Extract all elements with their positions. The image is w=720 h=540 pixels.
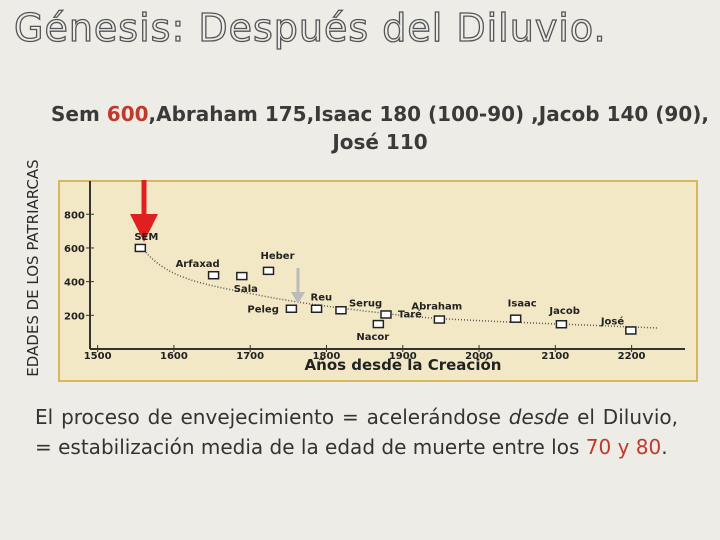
point bbox=[509, 314, 522, 323]
y-tick-label: 400 bbox=[64, 278, 85, 289]
x-tick-label: 1500 bbox=[84, 351, 112, 362]
chart-background bbox=[58, 180, 698, 382]
x-tick-label: 2100 bbox=[541, 351, 569, 362]
point-label: SEM bbox=[134, 232, 158, 243]
point-label: Abraham bbox=[411, 302, 462, 313]
point-label: José bbox=[600, 315, 625, 327]
point bbox=[380, 310, 392, 319]
paragraph-highlight: 70 y 80 bbox=[585, 435, 662, 459]
point bbox=[134, 243, 147, 253]
point-label: Reu bbox=[311, 293, 333, 304]
paragraph-italic: desde bbox=[508, 405, 570, 429]
y-tick-label: 200 bbox=[64, 311, 85, 322]
point-label: Serug bbox=[349, 298, 382, 309]
paragraph-text: . bbox=[661, 435, 668, 459]
x-tick-label: 1800 bbox=[313, 351, 341, 362]
trend-curve bbox=[143, 249, 659, 329]
point bbox=[262, 266, 275, 276]
point bbox=[335, 306, 347, 315]
subtitle-text: ,Abraham 175,Isaac 180 (100-90) ,Jacob 1… bbox=[148, 102, 709, 154]
x-tick-label: 1900 bbox=[389, 351, 417, 362]
chart: Años desde la Creación 200 400 600 800 1500 1… bbox=[58, 180, 698, 382]
y-tick-label: 600 bbox=[64, 244, 85, 255]
paragraph: El proceso de envejecimiento = aceleránd… bbox=[35, 402, 678, 462]
x-tick-label: 2200 bbox=[618, 351, 646, 362]
paragraph-text: El proceso de envejecimiento = aceleránd… bbox=[35, 405, 509, 429]
subtitle-text: Sem bbox=[51, 102, 107, 126]
point-label: Arfaxad bbox=[176, 259, 220, 270]
point bbox=[285, 304, 298, 313]
x-axis-title: Años desde la Creación bbox=[305, 356, 502, 374]
y-tick-label: 800 bbox=[64, 210, 85, 221]
point bbox=[207, 270, 220, 280]
slide-title: Génesis: Después del Diluvio. bbox=[13, 5, 607, 50]
point bbox=[625, 326, 637, 335]
point-label: Jacob bbox=[548, 306, 579, 317]
point bbox=[310, 304, 323, 313]
gray-arrow bbox=[291, 268, 305, 304]
point-label: Heber bbox=[261, 251, 295, 262]
point bbox=[372, 319, 385, 329]
point bbox=[555, 319, 568, 329]
point-label: Nacor bbox=[356, 332, 389, 343]
side-label: EDADES DE LOS PATRIARCAS bbox=[24, 159, 42, 377]
subtitle: Sem 600,Abraham 175,Isaac 180 (100-90) ,… bbox=[40, 100, 720, 156]
x-tick-label: 1700 bbox=[236, 351, 264, 362]
x-tick-label: 1600 bbox=[160, 351, 188, 362]
paragraph-text: el Diluvio, = estabilización media de la… bbox=[35, 405, 678, 459]
x-tick-label: 2000 bbox=[465, 351, 493, 362]
point-label: Isaac bbox=[508, 299, 537, 310]
point-label: Sala bbox=[234, 284, 258, 295]
red-arrow bbox=[130, 180, 158, 242]
subtitle-highlight: 600 bbox=[106, 102, 149, 126]
point-label: Peleg bbox=[247, 305, 278, 316]
point bbox=[433, 315, 446, 324]
point-label: Taré bbox=[398, 308, 422, 320]
point bbox=[236, 271, 248, 281]
